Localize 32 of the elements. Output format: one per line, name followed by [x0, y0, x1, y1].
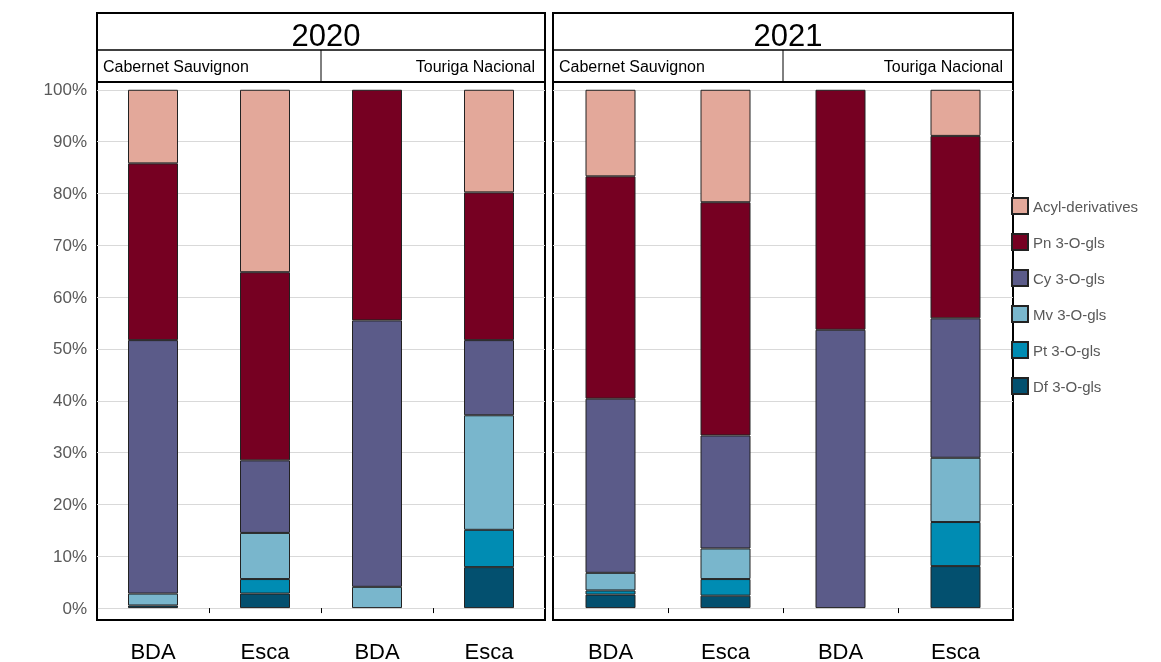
legend-label: Pn 3-O-gls [1033, 233, 1105, 251]
y-tick-label: 50% [52, 339, 87, 359]
y-tick-label: 70% [52, 235, 87, 255]
y-tick-label: 20% [52, 494, 87, 514]
chart-title: 2021 [753, 18, 823, 53]
y-tick-label: 80% [52, 183, 87, 203]
x-tick-label: Esca [701, 638, 751, 662]
y-tick-label: 60% [52, 287, 87, 307]
legend-label: Acyl-derivatives [1033, 197, 1139, 215]
x-tick-label: Esca [931, 638, 981, 662]
y-tick-label: 10% [52, 546, 87, 566]
text: Touriga Nacional [415, 57, 535, 75]
text: Cabernet Sauvignon [559, 57, 705, 75]
legend-label: Df 3-O-gls [1033, 377, 1102, 395]
bar [585, 594, 636, 609]
x-tick-label: Esca [464, 638, 515, 662]
chart-title: 2020 [291, 18, 361, 53]
y-tick-label: 100% [43, 80, 87, 100]
legend-label: Cy 3-O-gls [1033, 269, 1105, 287]
legend-label: Pt 3-O-gls [1033, 341, 1101, 359]
legend-label: Mv 3-O-gls [1033, 305, 1107, 323]
text: Touriga Nacional [883, 57, 1003, 75]
y-tick-label: 30% [52, 443, 87, 463]
y-tick-label: 0% [62, 598, 87, 618]
y-tick-label: 40% [52, 391, 87, 411]
x-tick-label: BDA [354, 638, 400, 662]
x-tick-label: BDA [587, 638, 634, 662]
x-tick-label: BDA [130, 638, 176, 662]
x-tick-label: Esca [240, 638, 291, 662]
text: Cabernet Sauvignon [103, 57, 249, 75]
x-tick-label: BDA [817, 638, 864, 662]
y-tick-label: 90% [52, 132, 87, 152]
